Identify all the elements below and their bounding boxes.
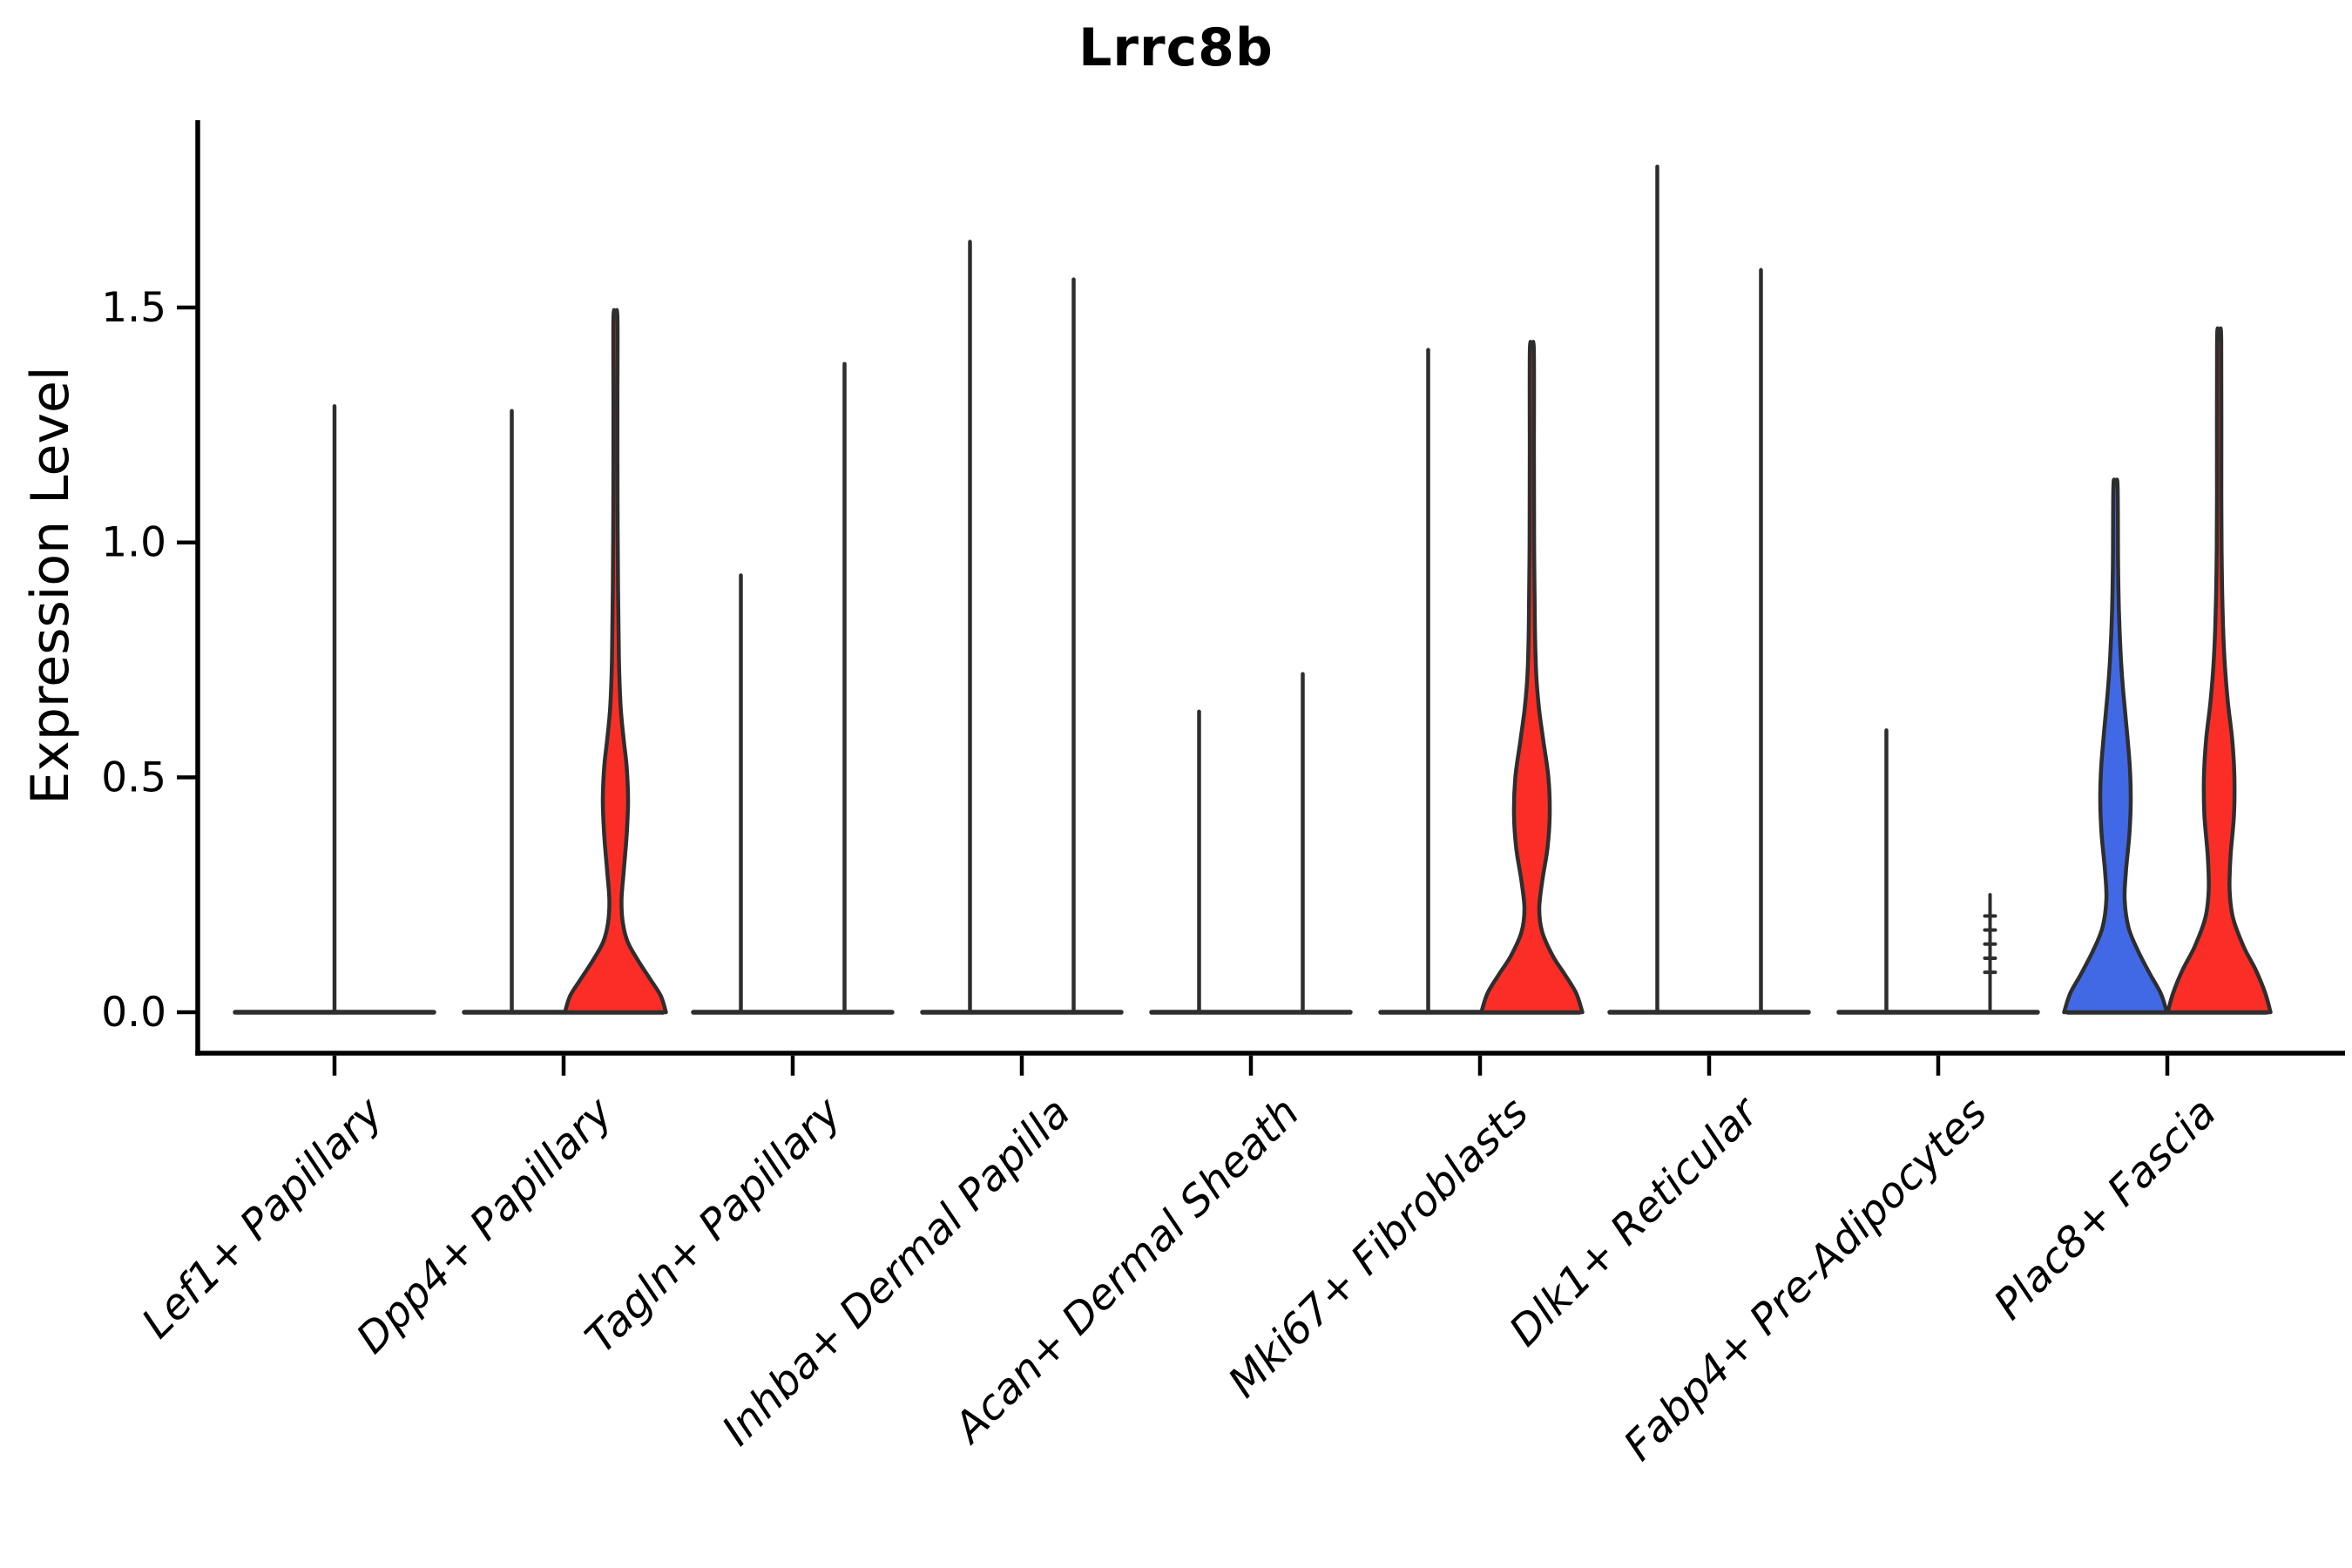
y-tick-label: 1.0 — [101, 519, 166, 567]
y-tick-label: 0.5 — [101, 754, 166, 801]
y-tick-label: 0.0 — [101, 989, 166, 1037]
violin-plac8-fascia-left-body — [2062, 477, 2169, 1015]
plot-title: Lrrc8b — [1078, 17, 1274, 78]
y-tick-label: 1.5 — [101, 284, 166, 332]
violin-mki67-fibroblasts-right-body — [1479, 340, 1585, 1015]
violin-plac8-fascia-right-body — [2166, 326, 2273, 1015]
violin-dpp4-papillary-right-body — [563, 308, 668, 1015]
